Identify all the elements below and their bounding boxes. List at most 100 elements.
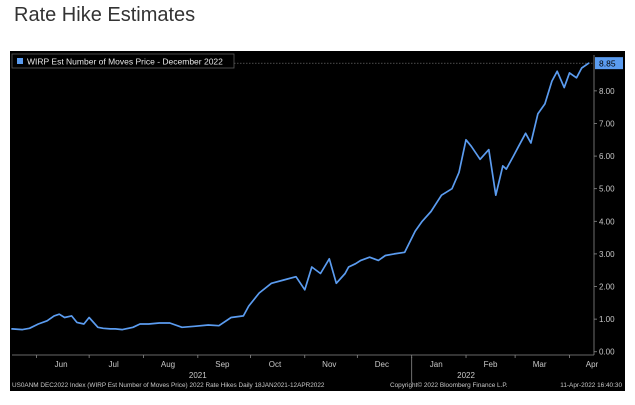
data-point: [348, 266, 350, 268]
y-tick-label: 1.00: [599, 315, 615, 324]
data-point: [46, 320, 48, 322]
footer-center: Copyright© 2022 Bloomberg Finance L.P.: [390, 381, 508, 389]
data-point: [295, 276, 297, 278]
data-point: [393, 253, 395, 255]
data-point: [139, 323, 141, 325]
data-point: [551, 80, 553, 82]
data-point: [109, 328, 111, 330]
y-tick-label: 5.00: [599, 185, 615, 194]
data-point: [384, 255, 386, 257]
data-point: [328, 258, 330, 260]
data-point: [83, 323, 85, 325]
data-point: [64, 317, 66, 319]
data-point: [97, 326, 99, 328]
data-point: [470, 145, 472, 147]
x-tick-label: Nov: [322, 360, 336, 369]
data-point: [29, 327, 31, 329]
data-point: [369, 256, 371, 258]
data-point: [283, 279, 285, 281]
page-title: Rate Hike Estimates: [14, 4, 196, 26]
data-point: [37, 323, 39, 325]
data-point: [502, 165, 504, 167]
data-point: [451, 188, 453, 190]
legend-box: [11, 53, 235, 69]
data-point: [505, 168, 507, 170]
data-point: [114, 328, 116, 330]
data-point: [525, 132, 527, 134]
x-tick-label: Apr: [586, 360, 599, 369]
data-point: [207, 324, 209, 326]
data-point: [563, 87, 565, 89]
data-point: [537, 113, 539, 115]
data-point: [360, 259, 362, 261]
y-tick-label: 4.00: [599, 217, 615, 226]
data-point: [248, 305, 250, 307]
data-point: [148, 323, 150, 325]
y-tick-label: 3.00: [599, 250, 615, 259]
x-tick-label: Aug: [161, 360, 175, 369]
data-point: [544, 103, 546, 105]
x-tick-label: Oct: [269, 360, 282, 369]
data-point: [169, 322, 171, 324]
data-point: [518, 145, 520, 147]
data-point: [488, 149, 490, 151]
data-point: [22, 329, 24, 331]
y-tick-label: 6.00: [599, 152, 615, 161]
footer-right: 11-Apr-2022 16:40:30: [560, 382, 622, 389]
data-point: [576, 77, 578, 79]
x-tick-label: Feb: [484, 360, 498, 369]
data-point: [76, 321, 78, 323]
data-point: [335, 282, 337, 284]
x-tick-label: Jun: [55, 360, 68, 369]
last-value-badge: [595, 57, 623, 70]
data-point: [344, 273, 346, 275]
data-point: [132, 326, 134, 328]
series-line: [11, 62, 590, 331]
data-point: [495, 194, 497, 196]
data-point: [158, 322, 160, 324]
footer-left: US0ANM DEC2022 Index (WIRP Est Number of…: [12, 382, 325, 389]
chart-panel: 0.00 1.00 2.00 3.00 4.00 5.00 6.00 7.00 8.00 Jun J…: [10, 51, 625, 391]
data-point: [193, 325, 195, 327]
data-point: [556, 70, 558, 72]
data-point: [320, 273, 322, 275]
last-value-label: 8.85: [599, 58, 616, 68]
y-tick-label: 2.00: [599, 283, 615, 292]
data-point: [88, 317, 90, 319]
y-tick-label: 0.00: [599, 348, 615, 357]
data-point: [458, 171, 460, 173]
data-point: [11, 328, 13, 330]
data-point: [242, 315, 244, 317]
x-tick-label: Jul: [109, 360, 119, 369]
data-point: [270, 282, 272, 284]
y-tick-label: 7.00: [599, 119, 615, 128]
legend-label: WIRP Est Number of Moves Price - Decembe…: [27, 57, 223, 67]
x-tick-label: Mar: [533, 360, 547, 369]
data-point: [355, 263, 357, 265]
data-point: [581, 67, 583, 69]
legend-swatch: [17, 58, 23, 64]
data-point: [181, 326, 183, 328]
data-point: [569, 72, 571, 74]
x-tick-label: Jan: [430, 360, 443, 369]
data-point: [479, 158, 481, 160]
data-point: [230, 317, 232, 319]
line-chart: 0.00 1.00 2.00 3.00 4.00 5.00 6.00 7.00 8.00 Jun J…: [11, 53, 623, 389]
data-point: [465, 139, 467, 141]
data-point: [218, 325, 220, 327]
data-point: [311, 266, 313, 268]
data-point: [58, 313, 60, 315]
y-tick-label: 8.00: [599, 87, 615, 96]
data-point: [258, 292, 260, 294]
data-point: [53, 315, 55, 317]
x-year-label: 2021: [189, 371, 207, 380]
x-tick-label: Sep: [215, 360, 230, 369]
data-point: [441, 194, 443, 196]
x-tick-label: Dec: [375, 360, 389, 369]
x-year-label: 2022: [457, 371, 475, 380]
data-point: [304, 289, 306, 291]
data-point: [414, 230, 416, 232]
data-point: [102, 327, 104, 329]
data-point: [121, 329, 123, 331]
data-point: [421, 220, 423, 222]
